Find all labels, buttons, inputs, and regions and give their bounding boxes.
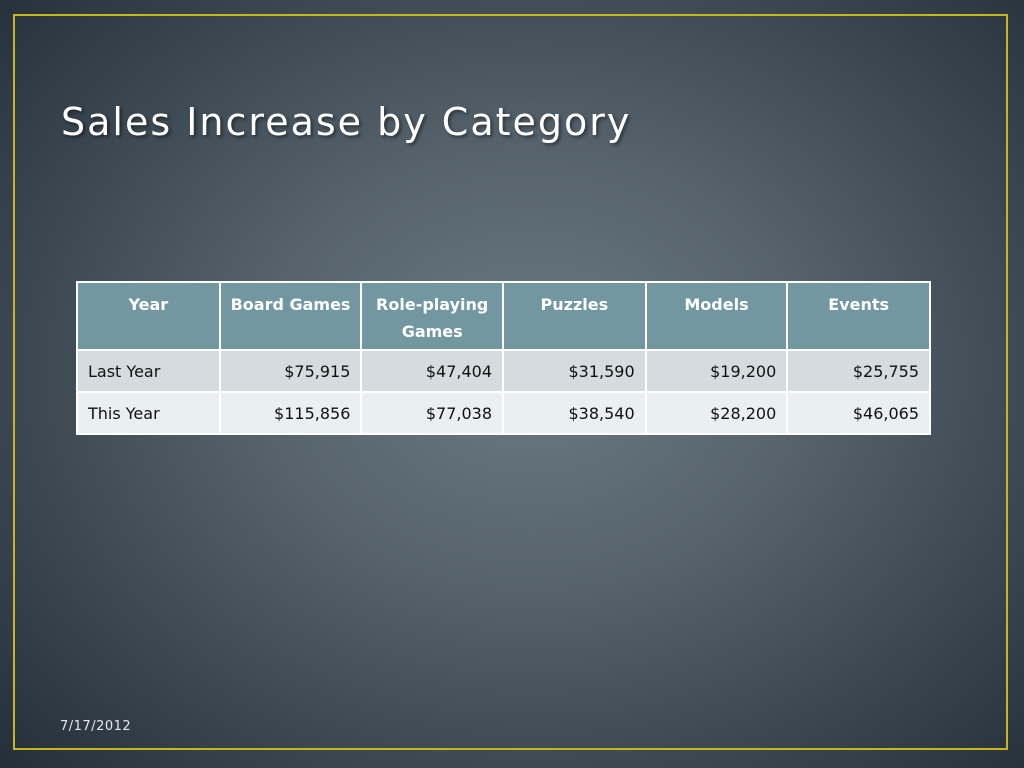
header-board-games: Board Games (218, 281, 363, 351)
cell-events: $25,755 (786, 349, 931, 393)
table-header-row: Year Board Games Role-playing Games Puzz… (76, 281, 931, 351)
cell-events: $46,065 (786, 391, 931, 435)
row-label-this-year: This Year (76, 391, 221, 435)
cell-board-games: $75,915 (218, 349, 363, 393)
row-label-last-year: Last Year (76, 349, 221, 393)
slide-frame-border (13, 14, 1008, 750)
cell-puzzles: $38,540 (502, 391, 647, 435)
cell-role-playing-games: $47,404 (360, 349, 505, 393)
cell-models: $28,200 (644, 391, 789, 435)
slide-title: Sales Increase by Category (61, 100, 632, 144)
sales-table: Year Board Games Role-playing Games Puzz… (76, 281, 931, 435)
header-puzzles: Puzzles (502, 281, 647, 351)
slide-date: 7/17/2012 (60, 719, 132, 734)
cell-role-playing-games: $77,038 (360, 391, 505, 435)
cell-board-games: $115,856 (218, 391, 363, 435)
table-row: Last Year $75,915 $47,404 $31,590 $19,20… (76, 349, 931, 393)
table-row: This Year $115,856 $77,038 $38,540 $28,2… (76, 391, 931, 435)
header-year: Year (76, 281, 221, 351)
cell-models: $19,200 (644, 349, 789, 393)
cell-puzzles: $31,590 (502, 349, 647, 393)
header-events: Events (786, 281, 931, 351)
header-models: Models (644, 281, 789, 351)
header-role-playing-games: Role-playing Games (360, 281, 505, 351)
